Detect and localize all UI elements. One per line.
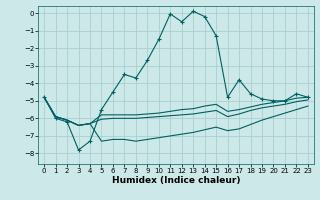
X-axis label: Humidex (Indice chaleur): Humidex (Indice chaleur): [112, 176, 240, 185]
